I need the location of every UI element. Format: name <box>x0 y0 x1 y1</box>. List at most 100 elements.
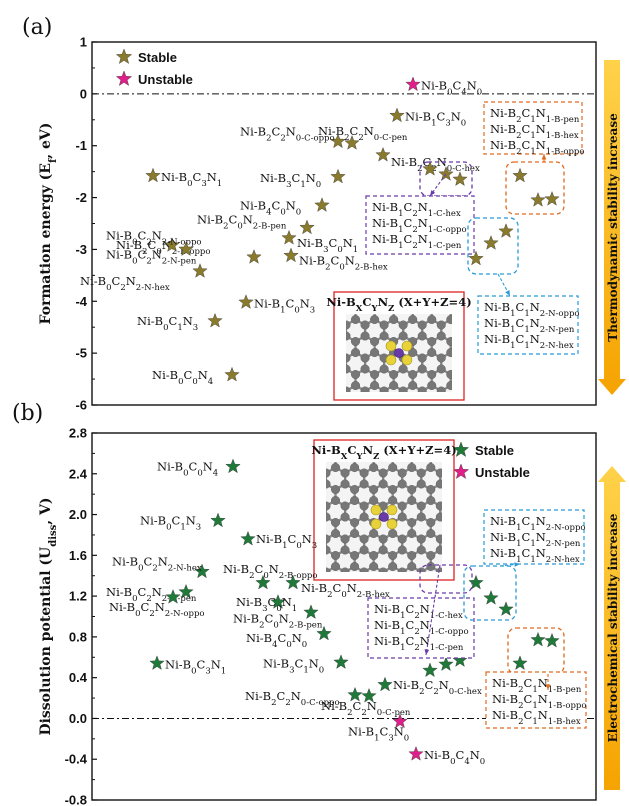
data-point <box>333 654 349 669</box>
group-label: Ni-B1C1N2-N-hex <box>484 332 574 351</box>
point-label: Ni-B2C2N0-C-hex <box>393 678 482 697</box>
point-label: Ni-B2C2N0-C-hex <box>391 155 480 174</box>
group-label: Ni-B1C1N2-N-hex <box>490 546 580 565</box>
stability-label: Electrochemical stability increase <box>606 513 620 742</box>
legend-entry: Unstable <box>138 72 193 87</box>
point-label: Ni-B0C1N3 <box>137 314 198 333</box>
group-outline <box>467 217 519 275</box>
point-label: Ni-B2C0N2-B-oppo <box>116 238 210 257</box>
legend-entry: Unstable <box>475 465 530 480</box>
point-label: Ni-B0C3N1 <box>161 170 222 189</box>
data-point <box>347 686 363 702</box>
point-label: Ni-B0C2N2-N-oppo <box>106 228 202 247</box>
data-point <box>178 583 194 599</box>
y-tick-label: 0.8 <box>69 629 87 644</box>
point-label: Ni-B0C4N0 <box>424 748 485 767</box>
y-tick-label: 1 <box>80 35 87 50</box>
data-point <box>438 166 454 181</box>
group-label: Ni-B1C2N1-C-oppo <box>372 216 467 235</box>
y-tick-label: 2.0 <box>69 507 87 522</box>
inset-title: Ni-BXCYNZ (X+Y+Z=4) <box>311 443 456 462</box>
data-point <box>224 366 240 382</box>
legend-entry: Stable <box>475 443 514 458</box>
point-label: Ni-B0C3N1 <box>165 657 226 676</box>
data-point <box>422 160 438 176</box>
data-point <box>255 574 271 590</box>
y-tick-label: 2.4 <box>69 466 88 481</box>
point-label: Ni-B2C2N0-C-oppo <box>245 689 340 708</box>
y-tick-label: 1.2 <box>69 589 87 604</box>
point-label: Ni-B0C0N4 <box>157 460 218 479</box>
data-point <box>512 167 528 183</box>
data-point <box>544 191 560 206</box>
y-tick-label: -3 <box>75 242 87 257</box>
point-label: Ni-B3C1N0 <box>263 656 324 675</box>
group-label-box <box>365 195 475 255</box>
point-label: Ni-B0C2N2-N-hex <box>112 555 202 574</box>
point-label: Ni-B3C1N0 <box>260 171 321 190</box>
data-point <box>314 197 330 212</box>
data-point <box>299 219 315 235</box>
legend-marker <box>452 463 470 479</box>
group-label: Ni-B1C1N2-N-oppo <box>490 514 586 533</box>
legend-marker <box>115 70 133 86</box>
point-label: Ni-B0C4N0 <box>421 79 482 98</box>
stability-arrow <box>598 60 626 395</box>
legend-marker <box>115 48 133 64</box>
panel-letter: (b) <box>12 401 43 426</box>
group-label: Ni-B1C1N2-N-pen <box>484 316 575 335</box>
data-point <box>330 168 346 184</box>
data-point <box>207 312 223 328</box>
callout-arrowhead <box>505 290 510 296</box>
panel-a: (a) 1 0 -1 -2 -3 -4 -5 -6 Formation energy (Ef, e… <box>22 15 626 413</box>
point-label: Ni-B0C1N3 <box>140 514 201 533</box>
point-label: Ni-B4C0N0 <box>240 198 301 217</box>
data-point <box>240 530 256 546</box>
callout-arrowhead <box>545 684 551 690</box>
legend-marker <box>452 441 470 457</box>
structure-model <box>326 462 442 572</box>
data-point <box>452 171 468 186</box>
y-axis-label: Dissolution potential (Udiss, V) <box>38 497 59 735</box>
panel-b: (b) 2.8 2.4 2.0 1.6 1.2 0.8 0.4 0.0 -0.4 -0.8 Disso… <box>12 401 626 806</box>
data-point <box>438 656 454 671</box>
data-point <box>194 563 210 579</box>
data-point <box>530 192 546 207</box>
data-point <box>468 250 484 266</box>
y-tick-label: -4 <box>75 294 87 309</box>
point-label: Ni-B2C0N2-B-pen <box>233 611 323 630</box>
data-point <box>164 237 180 252</box>
y-tick-label: -6 <box>75 398 87 413</box>
group-outline <box>419 564 473 594</box>
point-label: Ni-B0C2N2-N-pen <box>106 247 197 266</box>
group-label: Ni-B2C1N1-B-pen <box>492 676 582 695</box>
data-point <box>389 107 405 123</box>
y-tick-label: -1 <box>75 138 87 153</box>
data-point <box>285 574 301 590</box>
y-tick-label: 1.6 <box>69 548 87 563</box>
group-label: Ni-B1C2N1-C-pen <box>374 634 464 653</box>
group-label-box <box>367 597 475 659</box>
point-label: Ni-B0C2N2-N-pen <box>106 585 197 604</box>
data-point <box>408 746 424 761</box>
y-tick-label: 0.4 <box>69 670 88 685</box>
point-label: Ni-B2C2N0-C-pen <box>318 124 408 143</box>
data-point <box>281 229 297 245</box>
point-label: Ni-B0C0N4 <box>152 368 213 387</box>
point-label: Ni-B3C0N1 <box>297 236 358 255</box>
data-point <box>178 241 194 256</box>
data-point <box>483 590 499 605</box>
point-label: Ni-B0C2N2-N-oppo <box>109 600 205 619</box>
data-point <box>316 625 332 641</box>
point-label: Ni-B2C0N2-B-hex <box>299 254 388 273</box>
data-point <box>544 632 560 648</box>
y-tick-label: -2 <box>75 190 87 205</box>
callout-arrowhead <box>541 154 547 160</box>
stability-label: Thermodynamic stability increase <box>606 113 620 342</box>
group-label: Ni-B1C1N2-N-oppo <box>484 300 580 319</box>
group-label: Ni-B1C2N1-C-oppo <box>374 618 469 637</box>
point-label: Ni-B1C3N0 <box>348 725 409 744</box>
data-point <box>530 631 546 647</box>
group-label: Ni-B2C1N1-B-oppo <box>490 138 584 157</box>
panel-letter: (a) <box>22 15 52 40</box>
